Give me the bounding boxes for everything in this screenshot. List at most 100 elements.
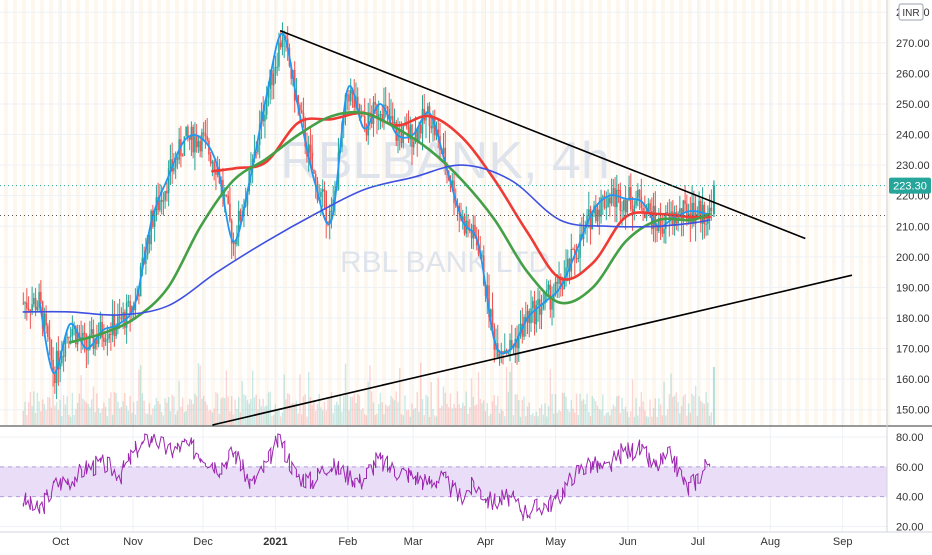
- volume-bar: [509, 371, 511, 425]
- volume-bar: [22, 410, 25, 425]
- candle-body: [108, 333, 110, 339]
- volume-bar: [31, 406, 33, 425]
- candle-body: [314, 173, 317, 182]
- volume-bar: [36, 392, 39, 425]
- volume-bar: [544, 403, 546, 425]
- volume-bar: [673, 395, 676, 425]
- volume-bar: [120, 406, 123, 425]
- volume-bar: [346, 393, 348, 425]
- candle-body: [533, 300, 536, 325]
- session-shade: [544, 0, 548, 425]
- volume-bar: [295, 400, 298, 425]
- candle-body: [409, 124, 412, 140]
- candle-body: [489, 309, 492, 318]
- trendline-resistance: [279, 29, 806, 240]
- rsi-y-tick-label: 20.00: [896, 522, 924, 534]
- volume-bar: [57, 410, 60, 425]
- candle-body: [481, 255, 483, 257]
- volume-bar: [449, 393, 452, 425]
- volume-bar: [591, 396, 594, 425]
- volume-bar: [533, 415, 536, 425]
- volume-bar: [484, 411, 487, 425]
- volume-bar: [24, 401, 26, 425]
- y-tick-label: 270.00: [896, 38, 930, 50]
- volume-bar: [276, 410, 278, 425]
- candle-body: [61, 355, 63, 364]
- candle-body: [27, 308, 30, 310]
- volume-bar: [150, 414, 152, 425]
- volume-bar: [250, 398, 252, 425]
- volume-bar: [187, 404, 189, 425]
- candle-body: [328, 210, 331, 224]
- candle-body: [509, 340, 511, 353]
- volume-bar: [651, 416, 653, 425]
- volume-bar: [323, 401, 326, 425]
- session-shade: [274, 0, 278, 425]
- session-shade: [796, 0, 800, 425]
- session-shade: [184, 0, 188, 425]
- volume-bar: [164, 398, 166, 425]
- volume-bar: [497, 395, 499, 425]
- volume-bar: [288, 394, 291, 425]
- volume-bar: [71, 392, 74, 425]
- volume-bar: [502, 410, 504, 425]
- currency-badge: [898, 3, 924, 21]
- volume-bar: [551, 394, 553, 425]
- volume-bar: [199, 365, 201, 425]
- candle-body: [150, 210, 152, 245]
- volume-bar: [34, 413, 37, 425]
- volume-bar: [414, 407, 417, 425]
- y-tick-label: 250.00: [896, 99, 930, 111]
- volume-bar: [208, 410, 210, 425]
- volume-bar: [87, 403, 89, 425]
- candle-body: [323, 189, 326, 191]
- session-shade: [364, 0, 368, 425]
- volume-bar: [244, 395, 247, 425]
- volume-bar: [407, 409, 410, 425]
- volume-bar: [73, 414, 75, 425]
- candle-body: [432, 118, 434, 129]
- volume-bar: [27, 402, 30, 425]
- session-shade: [301, 0, 305, 425]
- volume-bar: [225, 370, 228, 425]
- session-shade: [94, 0, 98, 425]
- candle-body: [353, 93, 356, 108]
- volume-bar: [684, 394, 686, 425]
- rsi-y-tick-label: 60.00: [896, 462, 924, 474]
- candle-body: [267, 88, 270, 98]
- candle-body: [376, 104, 378, 118]
- series-line-ma_fast: [38, 32, 709, 374]
- session-shade: [733, 0, 737, 425]
- session-shade: [283, 0, 287, 425]
- session-shade: [40, 0, 44, 425]
- candle-body: [665, 212, 667, 229]
- candle-body: [157, 197, 159, 211]
- candle-body: [600, 197, 602, 217]
- candle-body: [90, 329, 93, 335]
- volume-bar: [710, 412, 713, 425]
- volume-bar: [610, 409, 613, 425]
- volume-bar: [320, 407, 322, 425]
- session-shade: [292, 0, 296, 425]
- candle-body: [237, 210, 240, 237]
- candle-body: [325, 190, 328, 222]
- session-shade: [202, 0, 206, 425]
- volume-bar: [465, 391, 467, 425]
- volume-bar: [146, 413, 149, 425]
- candle-body: [120, 317, 123, 320]
- candle-body: [383, 104, 385, 121]
- candle-body: [554, 281, 557, 295]
- candle-body: [311, 152, 314, 171]
- candle-body: [677, 212, 679, 224]
- y-tick-label: 260.00: [896, 68, 930, 80]
- candle-body: [595, 205, 597, 222]
- candle-body: [360, 115, 363, 118]
- candle-body: [607, 197, 609, 208]
- candle-body: [54, 373, 56, 384]
- volume-bar: [26, 415, 28, 425]
- volume-bar: [132, 402, 135, 425]
- volume-bar: [656, 416, 658, 425]
- candle-body: [619, 190, 622, 211]
- volume-bar: [136, 400, 138, 425]
- candle-body: [232, 242, 235, 244]
